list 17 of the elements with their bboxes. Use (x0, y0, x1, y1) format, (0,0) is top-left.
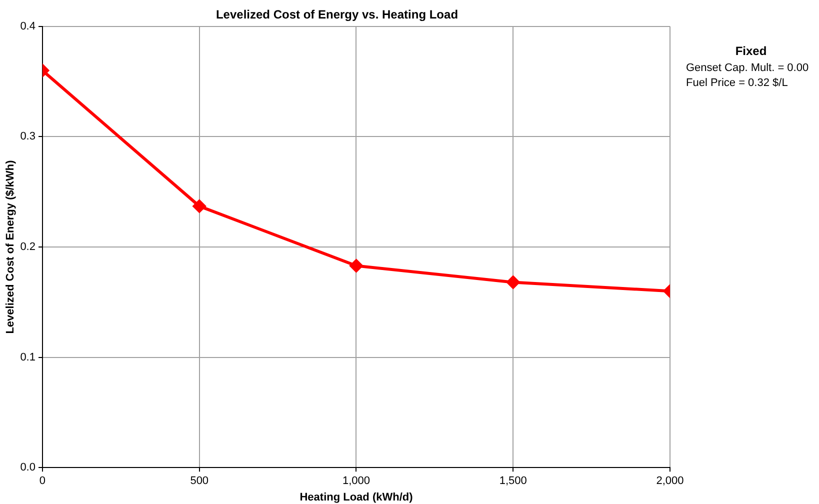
y-axis-title: Levelized Cost of Energy ($/kWh) (4, 160, 17, 334)
chart-title: Levelized Cost of Energy vs. Heating Load (216, 8, 458, 22)
text: Fixed (734, 44, 768, 58)
text: Fuel Price = 0.32 $/L (686, 77, 789, 89)
point (350, 259, 363, 272)
x-tick-label: 2,000 (656, 475, 684, 488)
x-axis-title: Heating Load (kWh/d) (300, 491, 414, 504)
x-tick-label: 1,000 (342, 475, 370, 488)
x-tick-label: 1,500 (499, 475, 527, 488)
y-tick-label: 0.0 (20, 462, 36, 474)
y-tick-label: 0.2 (20, 241, 36, 254)
text: Genset Cap. Mult. = 0.00 (686, 62, 810, 74)
y-tick-label: 0.3 (20, 130, 36, 143)
y-tick-label: 0.4 (20, 20, 36, 32)
y-tick-label: 0.1 (20, 351, 36, 364)
x-tick-label: 0 (39, 475, 46, 488)
x-tick-label: 500 (190, 475, 209, 488)
